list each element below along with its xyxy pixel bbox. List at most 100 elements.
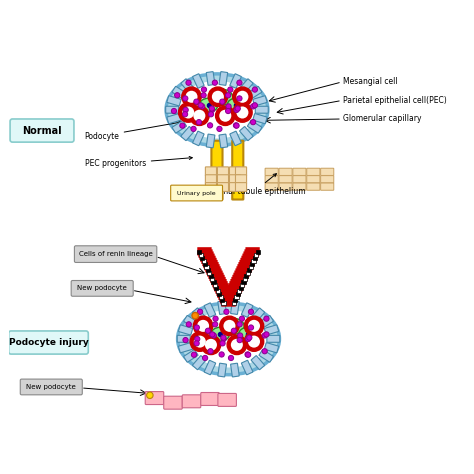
Text: New podocyte: New podocyte: [27, 384, 76, 390]
Text: Mesangial cell: Mesangial cell: [343, 77, 398, 86]
Circle shape: [226, 109, 231, 114]
FancyBboxPatch shape: [218, 182, 228, 191]
FancyBboxPatch shape: [71, 281, 133, 296]
FancyBboxPatch shape: [237, 264, 252, 273]
FancyBboxPatch shape: [197, 250, 201, 254]
Circle shape: [205, 328, 210, 333]
Ellipse shape: [176, 81, 258, 138]
FancyBboxPatch shape: [230, 131, 241, 146]
Circle shape: [193, 109, 205, 122]
FancyBboxPatch shape: [203, 262, 207, 266]
FancyBboxPatch shape: [208, 271, 223, 279]
FancyBboxPatch shape: [231, 277, 246, 285]
Circle shape: [237, 337, 242, 343]
FancyBboxPatch shape: [245, 249, 259, 258]
FancyBboxPatch shape: [203, 260, 218, 268]
FancyBboxPatch shape: [259, 350, 273, 362]
FancyBboxPatch shape: [213, 283, 217, 287]
FancyBboxPatch shape: [236, 268, 250, 277]
Circle shape: [190, 106, 209, 126]
FancyBboxPatch shape: [181, 79, 194, 93]
Circle shape: [223, 320, 236, 332]
Circle shape: [186, 322, 191, 327]
Text: Normal: Normal: [22, 126, 62, 136]
FancyBboxPatch shape: [255, 250, 260, 254]
Circle shape: [235, 106, 240, 111]
FancyBboxPatch shape: [204, 262, 219, 270]
Circle shape: [212, 322, 218, 327]
FancyBboxPatch shape: [210, 277, 214, 281]
FancyBboxPatch shape: [145, 392, 164, 404]
FancyBboxPatch shape: [74, 246, 157, 263]
Circle shape: [197, 320, 209, 332]
FancyBboxPatch shape: [238, 286, 243, 290]
FancyBboxPatch shape: [229, 182, 241, 191]
FancyBboxPatch shape: [244, 251, 258, 260]
Circle shape: [234, 123, 239, 128]
Circle shape: [248, 336, 260, 347]
Text: Proximal tubule epithelium: Proximal tubule epithelium: [202, 173, 306, 196]
FancyBboxPatch shape: [201, 255, 216, 264]
Circle shape: [183, 337, 188, 343]
Circle shape: [195, 337, 200, 342]
Circle shape: [244, 316, 264, 336]
FancyBboxPatch shape: [231, 301, 239, 314]
Circle shape: [233, 87, 252, 107]
Circle shape: [210, 107, 215, 112]
FancyBboxPatch shape: [197, 247, 211, 255]
FancyBboxPatch shape: [254, 253, 258, 257]
Circle shape: [185, 91, 198, 103]
Circle shape: [228, 87, 233, 92]
FancyBboxPatch shape: [205, 167, 217, 176]
FancyBboxPatch shape: [202, 258, 217, 266]
FancyBboxPatch shape: [253, 114, 267, 124]
FancyBboxPatch shape: [199, 251, 214, 260]
FancyBboxPatch shape: [264, 325, 279, 335]
Circle shape: [264, 332, 269, 337]
Circle shape: [246, 337, 251, 342]
FancyBboxPatch shape: [20, 379, 82, 395]
FancyBboxPatch shape: [217, 292, 221, 296]
FancyBboxPatch shape: [307, 168, 320, 175]
FancyBboxPatch shape: [228, 285, 242, 294]
FancyBboxPatch shape: [255, 106, 268, 113]
Circle shape: [201, 92, 206, 98]
Circle shape: [237, 322, 242, 327]
Ellipse shape: [209, 89, 233, 106]
FancyBboxPatch shape: [218, 167, 228, 176]
Ellipse shape: [239, 327, 257, 341]
Circle shape: [216, 106, 235, 126]
FancyBboxPatch shape: [178, 343, 192, 353]
FancyBboxPatch shape: [192, 74, 204, 88]
FancyBboxPatch shape: [253, 255, 257, 260]
Circle shape: [227, 335, 246, 355]
Circle shape: [191, 126, 196, 131]
Text: Podocyte injury: Podocyte injury: [9, 338, 88, 347]
FancyBboxPatch shape: [210, 275, 225, 283]
FancyBboxPatch shape: [241, 255, 256, 264]
Circle shape: [226, 92, 231, 98]
Text: Urinary pole: Urinary pole: [177, 191, 216, 196]
FancyBboxPatch shape: [200, 255, 204, 260]
Circle shape: [174, 92, 180, 98]
Circle shape: [246, 335, 252, 340]
FancyBboxPatch shape: [167, 96, 181, 106]
FancyBboxPatch shape: [233, 298, 237, 302]
FancyBboxPatch shape: [221, 301, 226, 305]
FancyBboxPatch shape: [307, 183, 320, 190]
Text: New podocyte: New podocyte: [77, 285, 127, 292]
Circle shape: [208, 87, 228, 107]
Circle shape: [244, 332, 264, 351]
FancyBboxPatch shape: [219, 292, 233, 300]
Circle shape: [200, 104, 205, 109]
FancyBboxPatch shape: [240, 283, 244, 287]
FancyBboxPatch shape: [248, 264, 253, 269]
FancyBboxPatch shape: [166, 106, 179, 113]
FancyBboxPatch shape: [265, 168, 278, 175]
FancyBboxPatch shape: [237, 266, 251, 274]
FancyBboxPatch shape: [279, 168, 292, 175]
Circle shape: [208, 348, 213, 354]
FancyBboxPatch shape: [223, 294, 237, 302]
FancyBboxPatch shape: [231, 363, 239, 377]
FancyBboxPatch shape: [192, 131, 204, 146]
